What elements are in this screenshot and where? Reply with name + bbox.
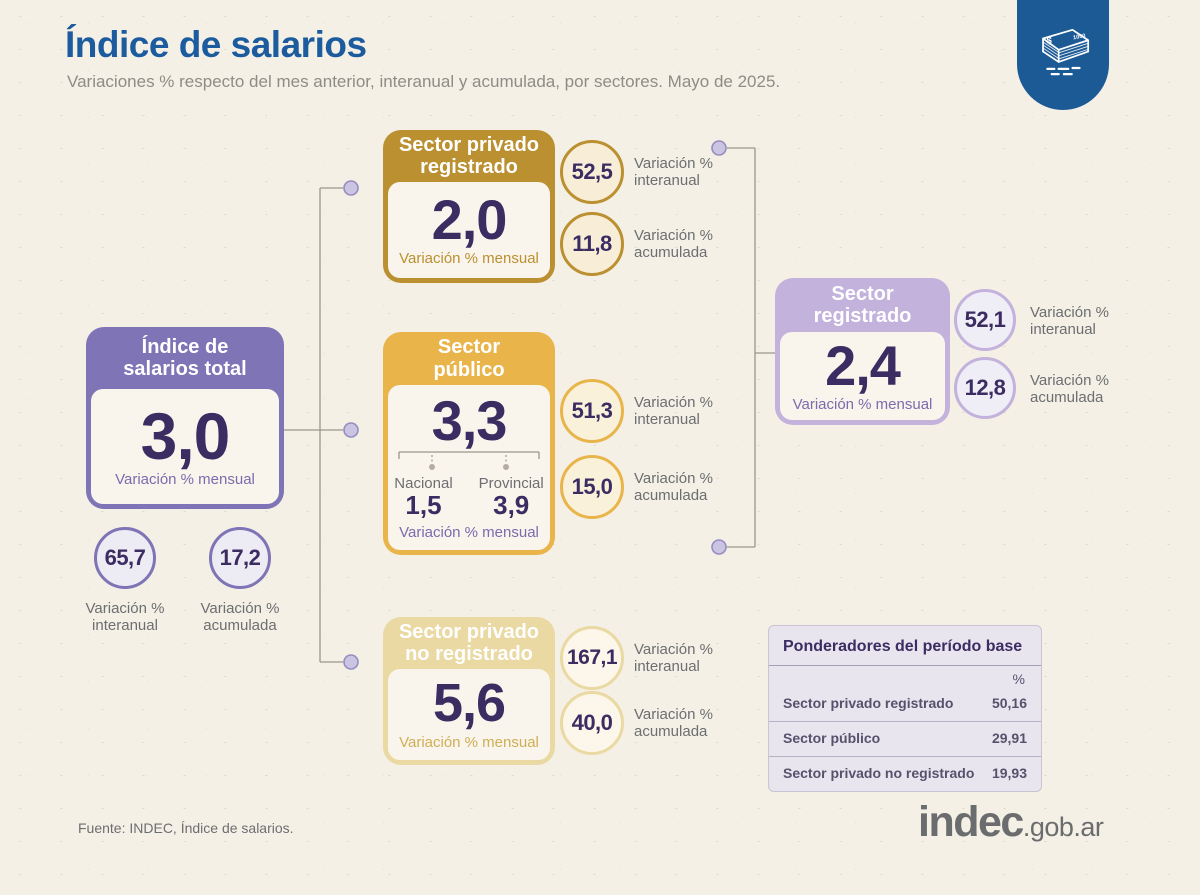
- privado-registrado-interanual-circle: 52,5: [560, 140, 624, 204]
- connector-dot: [343, 422, 359, 438]
- acumulada-label: Variación % acumulada: [634, 706, 713, 741]
- ponderadores-table: Ponderadores del período base % Sector p…: [768, 625, 1042, 792]
- row-label: Sector público: [783, 730, 881, 746]
- nacional-label: Nacional: [394, 475, 453, 493]
- row-label: Sector privado registrado: [783, 695, 954, 711]
- node-sector-registrado: Sector registrado 2,4 Variación % mensua…: [775, 278, 950, 425]
- registrado-interanual-circle: 52,1: [954, 289, 1016, 351]
- interanual-label: Variación % interanual: [634, 394, 713, 429]
- registrado-monthly-value: 2,4: [825, 333, 901, 397]
- acumulada-label: Variación % acumulada: [634, 227, 713, 262]
- acumulada-label: Variación % acumulada: [200, 600, 280, 635]
- acumulada-label: Variación % acumulada: [1030, 372, 1109, 407]
- node-sector-privado-registrado: Sector privado registrado 2,0 Variación …: [383, 130, 555, 283]
- svg-text:$: $: [1047, 36, 1053, 47]
- privado-registrado-monthly-value: 2,0: [431, 187, 508, 251]
- privado-no-registrado-acumulada-circle: 40,0: [560, 691, 624, 755]
- money-badge: $ 1000: [1017, 0, 1109, 110]
- total-monthly-value: 3,0: [140, 398, 231, 473]
- privado-registrado-acumulada-circle: 11,8: [560, 212, 624, 276]
- connector-dot: [711, 539, 727, 555]
- interanual-label: Variación % interanual: [634, 155, 713, 190]
- registrado-acumulada-circle: 12,8: [954, 357, 1016, 419]
- publico-monthly-value: 3,3: [431, 389, 508, 453]
- publico-interanual-circle: 51,3: [560, 379, 624, 443]
- total-interanual-circle: 65,7: [94, 527, 156, 589]
- provincial-value: 3,9: [493, 490, 530, 521]
- interanual-label: Variación % interanual: [85, 600, 165, 635]
- publico-acumulada-circle: 15,0: [560, 455, 624, 519]
- interanual-label: Variación % interanual: [1030, 304, 1109, 339]
- monthly-label: Variación % mensual: [399, 733, 539, 751]
- logo-brand: indec: [918, 798, 1024, 846]
- table-row: Sector privado no registrado 19,93: [769, 756, 1041, 791]
- monthly-label: Variación % mensual: [399, 523, 539, 541]
- table-row: Sector privado registrado 50,16: [769, 687, 1041, 721]
- row-value: 29,91: [991, 730, 1027, 746]
- table-title: Ponderadores del período base: [769, 626, 1041, 666]
- connector-dot: [343, 180, 359, 196]
- provincial-label: Provincial: [478, 475, 544, 493]
- privado-no-registrado-monthly-value: 5,6: [432, 673, 506, 734]
- row-value: 50,16: [991, 695, 1027, 711]
- page-title: Índice de salarios: [65, 24, 367, 65]
- svg-text:1000: 1000: [1073, 33, 1086, 41]
- node-title: Índice de salarios total: [123, 335, 247, 380]
- source-note: Fuente: INDEC, Índice de salarios.: [78, 820, 294, 836]
- monthly-label: Variación % mensual: [115, 471, 255, 489]
- privado-no-registrado-interanual-circle: 167,1: [560, 626, 624, 690]
- monthly-label: Variación % mensual: [399, 250, 539, 268]
- node-indice-total: Índice de salarios total 3,0 Variación %…: [86, 327, 284, 509]
- connector-dot: [711, 140, 727, 156]
- node-title: Sector registrado: [813, 282, 912, 327]
- node-sector-privado-no-registrado: Sector privado no registrado 5,6 Variaci…: [383, 617, 555, 765]
- node-title: Sector privado registrado: [398, 133, 540, 178]
- table-row: Sector público 29,91: [769, 721, 1041, 756]
- row-label: Sector privado no registrado: [783, 765, 975, 781]
- logo-suffix: .gob.ar: [1022, 812, 1104, 842]
- page-subtitle: Variaciones % respecto del mes anterior,…: [67, 72, 781, 91]
- node-title: Sector público: [433, 336, 505, 381]
- indec-logo: indec .gob.ar: [918, 798, 1104, 847]
- node-sector-publico: Sector público 3,3 Nacional 1,5 Provinci…: [383, 332, 555, 555]
- distribution-bracket: [398, 451, 540, 471]
- nacional-value: 1,5: [405, 490, 442, 521]
- interanual-label: Variación % interanual: [634, 641, 713, 676]
- acumulada-label: Variación % acumulada: [634, 470, 713, 505]
- connector-dot: [343, 654, 359, 670]
- total-acumulada-circle: 17,2: [209, 527, 271, 589]
- node-title: Sector privado no registrado: [398, 620, 540, 665]
- money-stack-icon: $ 1000: [1042, 28, 1090, 76]
- monthly-label: Variación % mensual: [792, 396, 933, 414]
- row-value: 19,93: [991, 765, 1027, 781]
- table-unit-header: %: [1012, 671, 1025, 687]
